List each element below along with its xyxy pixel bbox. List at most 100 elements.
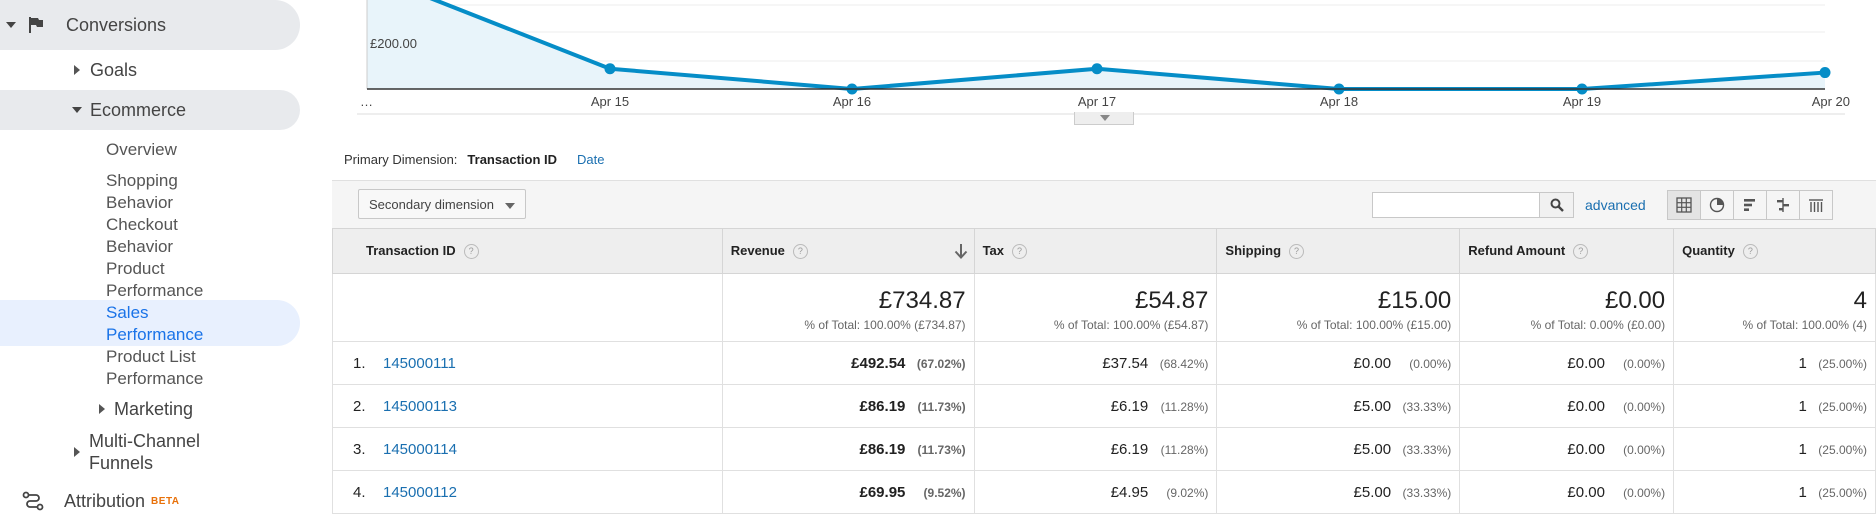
col-refund-amount[interactable]: Refund Amount?: [1459, 228, 1675, 274]
transaction-id-link[interactable]: 145000112: [383, 483, 457, 501]
transaction-id-link[interactable]: 145000114: [383, 440, 457, 458]
nav-ecommerce[interactable]: Ecommerce: [0, 90, 300, 130]
quantity-pct: (25.00%): [1818, 485, 1867, 500]
table-search: [1372, 192, 1574, 218]
attribution-icon: [22, 491, 44, 511]
nav-overview[interactable]: Overview: [106, 139, 177, 161]
nav-conversions-label: Conversions: [66, 14, 167, 35]
quantity-cell: 1 (25.00%): [1673, 427, 1876, 471]
pie-view-button[interactable]: [1700, 190, 1734, 220]
shipping-value: £5.00: [1353, 483, 1392, 501]
revenue-value: £69.95: [859, 483, 906, 501]
tax-cell: £6.19 (11.28%): [973, 427, 1218, 471]
quantity-pct: (25.00%): [1818, 356, 1867, 371]
transaction-id-cell: 3. 145000114: [332, 427, 723, 471]
tax-value: £4.95: [1110, 483, 1149, 501]
refund-value: £0.00: [1567, 397, 1605, 415]
total-refund-pct: % of Total: 0.00% (£0.00): [1530, 318, 1666, 332]
help-icon[interactable]: ?: [1742, 244, 1758, 260]
nav-product-performance[interactable]: Product Performance: [106, 258, 203, 302]
chevron-down-icon: [72, 107, 82, 113]
col-tax[interactable]: Tax?: [973, 228, 1218, 274]
nav-sales-performance[interactable]: Sales Performance: [106, 302, 203, 346]
revenue-pct: (11.73%): [917, 399, 966, 414]
table-view-button[interactable]: [1667, 190, 1701, 220]
total-tax: £54.87: [1135, 287, 1209, 314]
nav-mcf-line2: Funnels: [89, 453, 154, 473]
search-button[interactable]: [1540, 192, 1574, 218]
sort-descending-icon[interactable]: [954, 243, 968, 259]
tax-value: £37.54: [1102, 354, 1149, 372]
shipping-cell: £5.00 (33.33%): [1216, 427, 1461, 471]
shipping-pct: (0.00%): [1409, 356, 1452, 371]
transaction-id-link[interactable]: 145000111: [383, 354, 456, 372]
nav-shopping-behavior[interactable]: Shopping Behavior: [106, 170, 178, 214]
nav-goals[interactable]: Goals: [0, 58, 137, 82]
refund-cell: £0.00 (0.00%): [1459, 470, 1675, 514]
col-shipping[interactable]: Shipping?: [1216, 228, 1461, 274]
tax-pct: (11.28%): [1160, 442, 1209, 457]
tax-pct: (11.28%): [1160, 399, 1209, 414]
help-icon[interactable]: ?: [1573, 244, 1589, 260]
revenue-pct: (9.52%): [923, 485, 966, 500]
secondary-dimension-dropdown[interactable]: Secondary dimension: [358, 189, 526, 219]
comparison-view-button[interactable]: [1766, 190, 1800, 220]
nav-product-performance-line1: Product: [106, 259, 165, 278]
shipping-value: £0.00: [1353, 354, 1392, 372]
primary-dimension-row: Primary Dimension: Transaction ID Date: [344, 152, 604, 167]
col-transaction-id[interactable]: Transaction ID?: [332, 228, 723, 274]
nav-marketing[interactable]: Marketing: [0, 397, 193, 421]
primary-dimension-label: Primary Dimension:: [344, 152, 458, 167]
revenue-cell: £492.54 (67.02%): [721, 341, 975, 385]
chart-x-tick-label: Apr 19: [1563, 94, 1601, 109]
nav-multi-channel-funnels[interactable]: Multi-Channel Funnels: [0, 430, 200, 474]
help-icon[interactable]: ?: [1012, 244, 1027, 260]
col-revenue[interactable]: Revenue?: [721, 228, 975, 274]
help-icon[interactable]: ?: [792, 244, 808, 260]
primary-dimension-date-link[interactable]: Date: [577, 152, 605, 167]
nav-attribution[interactable]: Attribution BETA: [0, 486, 180, 516]
col-revenue-label: Revenue: [730, 242, 785, 258]
col-quantity[interactable]: Quantity?: [1673, 228, 1876, 274]
nav-mcf-line1: Multi-Channel: [89, 431, 201, 451]
refund-pct: (0.00%): [1623, 485, 1666, 500]
col-shipping-label: Shipping: [1225, 242, 1282, 258]
performance-view-button[interactable]: [1733, 190, 1767, 220]
sidebar: Conversions Goals Ecommerce Overview Sho…: [0, 0, 310, 517]
transaction-id-link[interactable]: 145000113: [383, 397, 457, 415]
table-header-row: Transaction ID? Revenue? Tax? Shipping?: [332, 228, 1876, 274]
chart-x-tick-label: Apr 15: [591, 94, 629, 109]
quantity-pct: (25.00%): [1818, 442, 1867, 457]
nav-shopping-behavior-line2: Behavior: [106, 193, 174, 212]
chart-x-tick-label: Apr 18: [1320, 94, 1358, 109]
pie-chart-icon: [1709, 197, 1725, 213]
nav-product-performance-line2: Performance: [106, 281, 204, 300]
chevron-right-icon: [74, 65, 80, 75]
nav-product-list-performance[interactable]: Product List Performance: [106, 346, 203, 390]
nav-shopping-behavior-line1: Shopping: [106, 171, 178, 190]
nav-checkout-behavior[interactable]: Checkout Behavior: [106, 214, 178, 258]
help-icon[interactable]: ?: [1289, 244, 1305, 260]
quantity-pct: (25.00%): [1818, 399, 1867, 414]
pivot-view-button[interactable]: [1799, 190, 1833, 220]
shipping-cell: £5.00 (33.33%): [1216, 384, 1461, 428]
transactions-table: Transaction ID? Revenue? Tax? Shipping?: [332, 228, 1876, 514]
secondary-dimension-label: Secondary dimension: [369, 196, 495, 212]
quantity-cell: 1 (25.00%): [1673, 384, 1876, 428]
nav-conversions[interactable]: Conversions: [0, 0, 300, 50]
quantity-value: 1: [1798, 354, 1807, 372]
chart-data-point: [1091, 63, 1103, 75]
nav-product-list-performance-line2: Performance: [106, 369, 204, 388]
table-search-input[interactable]: [1372, 192, 1540, 218]
nav-sales-performance-bg: [0, 300, 300, 346]
nav-product-list-performance-line1: Product List: [106, 347, 196, 366]
nav-overview-label: Overview: [106, 140, 177, 159]
chevron-down-icon: [1100, 115, 1110, 121]
advanced-filter-link[interactable]: advanced: [1585, 197, 1646, 213]
row-index: 2.: [353, 397, 366, 415]
tax-pct: (9.02%): [1166, 485, 1209, 500]
chart-expand-handle[interactable]: [1074, 112, 1134, 125]
grid-icon: [1676, 197, 1692, 213]
help-icon[interactable]: ?: [463, 244, 479, 260]
total-tax-cell: £54.87 % of Total: 100.00% (£54.87): [973, 273, 1218, 342]
